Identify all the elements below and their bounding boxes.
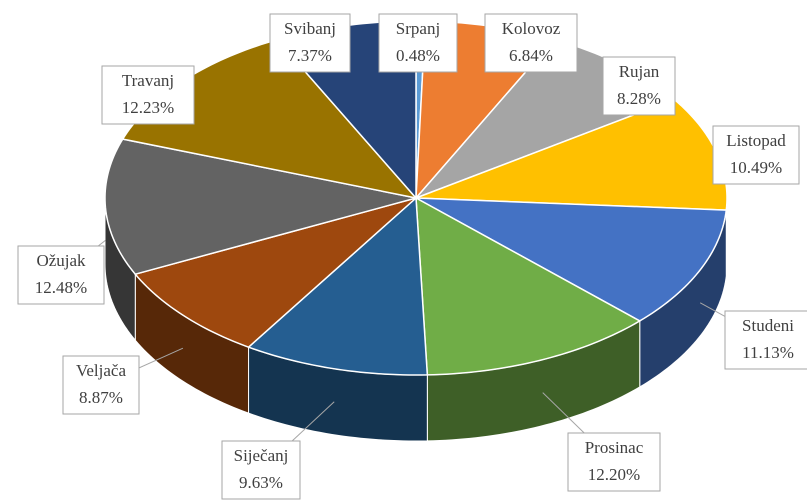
value-label: 12.48%: [35, 278, 87, 297]
value-label: 8.87%: [79, 388, 123, 407]
category-label: Kolovoz: [502, 19, 561, 38]
category-label: Siječanj: [234, 446, 289, 465]
data-label-box: [17, 245, 105, 305]
category-label: Svibanj: [284, 19, 336, 38]
data-label-box: [101, 65, 195, 125]
value-label: 6.84%: [509, 46, 553, 65]
value-label: 12.20%: [588, 465, 640, 484]
value-label: 9.63%: [239, 473, 283, 492]
slice: [247, 196, 429, 376]
value-label: 7.37%: [288, 46, 332, 65]
data-label-box: [484, 13, 578, 73]
category-label: Ožujak: [36, 251, 86, 270]
data-label-box: [712, 125, 800, 185]
category-label: Prosinac: [585, 438, 644, 457]
value-label: 8.28%: [617, 89, 661, 108]
data-label-box: [378, 13, 458, 73]
data-labels: Srpanj 0.48% Kolovoz 6.84% Rujan 8.28% Listopa…: [17, 13, 807, 500]
slice-tops: [104, 20, 728, 376]
data-label-box: [724, 310, 807, 370]
category-label: Srpanj: [396, 19, 440, 38]
slice: [415, 196, 642, 376]
slice: [415, 197, 728, 322]
data-label-box: [602, 56, 676, 116]
category-label: Listopad: [726, 131, 786, 150]
category-label: Travanj: [122, 71, 174, 90]
slice-sides: [104, 197, 728, 442]
value-label: 12.23%: [122, 98, 174, 117]
data-label-box: [567, 432, 661, 492]
data-label-box: [221, 440, 301, 500]
value-label: 10.49%: [730, 158, 782, 177]
slice: [133, 197, 417, 349]
data-label-box: [269, 13, 351, 73]
slice: [104, 138, 417, 276]
data-label-box: [62, 355, 140, 415]
category-label: Studeni: [742, 316, 794, 335]
value-label: 11.13%: [742, 343, 794, 362]
value-label: 0.48%: [396, 46, 440, 65]
category-label: Veljača: [76, 361, 126, 380]
category-label: Rujan: [619, 62, 660, 81]
